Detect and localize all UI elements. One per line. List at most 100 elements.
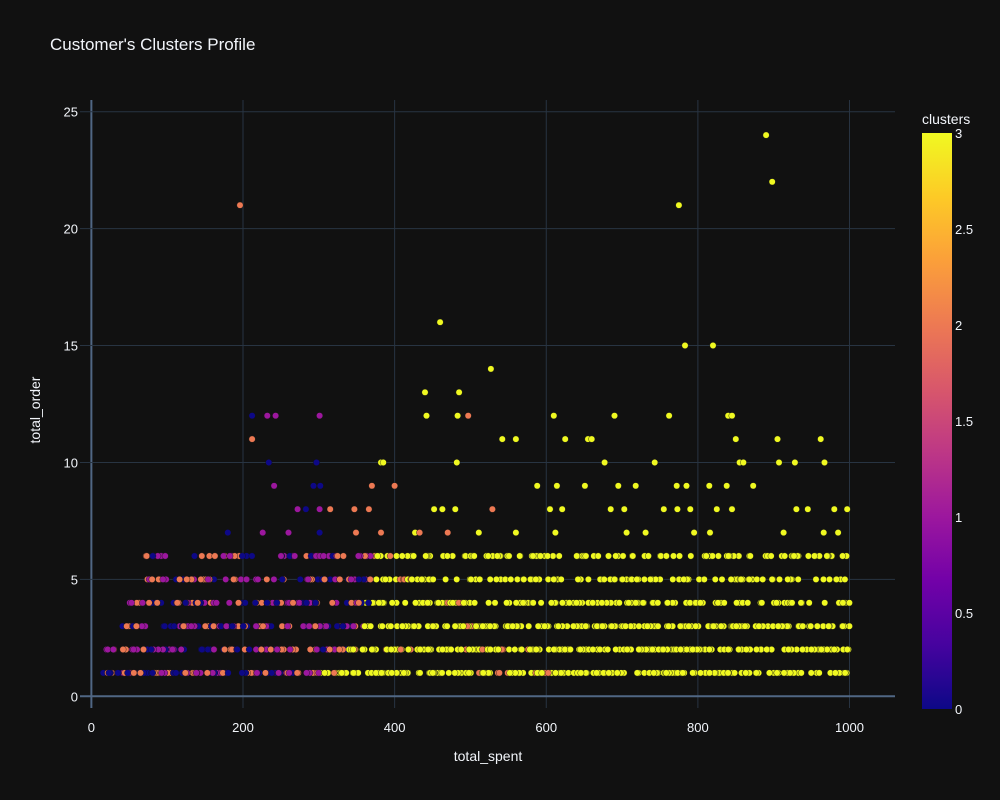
- scatter-point: [588, 435, 596, 443]
- scatter-point: [711, 576, 719, 583]
- scatter-point: [623, 646, 631, 653]
- scatter-point: [429, 669, 437, 677]
- scatter-point: [649, 646, 656, 653]
- scatter-point: [132, 622, 140, 630]
- scatter-point: [400, 669, 408, 677]
- scatter-point: [192, 669, 200, 677]
- scatter-point: [285, 669, 293, 677]
- scatter-point: [505, 646, 513, 653]
- scatter-point: [430, 505, 438, 513]
- scatter-point: [316, 529, 323, 536]
- scatter-point: [366, 576, 374, 583]
- scatter-point: [119, 646, 127, 653]
- scatter-point: [397, 646, 405, 653]
- scatter-point: [642, 529, 649, 536]
- scatter-point: [393, 552, 400, 560]
- scatter-point: [312, 599, 319, 607]
- scatter-point: [780, 669, 788, 677]
- scatter-point: [313, 459, 320, 466]
- scatter-point: [485, 599, 492, 607]
- scatter-point: [559, 599, 566, 607]
- scatter-point: [203, 669, 211, 677]
- scatter-point: [124, 669, 132, 677]
- scatter-point: [224, 669, 232, 677]
- scatter-point: [619, 552, 627, 560]
- scatter-point: [790, 552, 798, 560]
- scatter-point: [245, 646, 253, 653]
- scatter-point: [438, 669, 446, 677]
- scatter-point: [436, 318, 444, 326]
- x-tick-label: 1000: [835, 720, 864, 735]
- y-tick-label: 20: [64, 222, 78, 237]
- scatter-point: [350, 669, 357, 677]
- scatter-point: [459, 622, 467, 630]
- scatter-point: [387, 646, 395, 653]
- scatter-point: [161, 622, 169, 630]
- scatter-point: [608, 622, 616, 630]
- scatter-point: [109, 646, 117, 653]
- scatter-point: [799, 646, 806, 653]
- scatter-point: [285, 529, 292, 536]
- scatter-point: [541, 622, 548, 630]
- scatter-point: [615, 599, 623, 607]
- y-tick-label: 25: [64, 105, 78, 120]
- scatter-point: [228, 622, 236, 630]
- scatter-point: [139, 599, 147, 607]
- scatter-point: [846, 599, 853, 607]
- scatter-point: [826, 576, 833, 583]
- scatter-point: [321, 669, 328, 677]
- scatter-point: [443, 622, 451, 630]
- scatter-point: [442, 576, 449, 583]
- scatter-point: [660, 505, 668, 513]
- scatter-point: [273, 599, 281, 607]
- scatter-point: [198, 552, 206, 560]
- scatter-point: [644, 622, 651, 630]
- scatter-point: [581, 482, 589, 490]
- scatter-point: [159, 576, 167, 583]
- scatter-point: [464, 412, 472, 420]
- scatter-point: [561, 435, 569, 443]
- scatter-point: [804, 505, 812, 513]
- scatter-point: [669, 576, 677, 583]
- scatter-point: [585, 576, 592, 583]
- scatter-point: [248, 412, 256, 420]
- scatter-point: [599, 622, 606, 630]
- scatter-point: [418, 576, 426, 583]
- scatter-point: [773, 599, 780, 607]
- scatter-point: [525, 622, 533, 630]
- scatter-point: [732, 622, 740, 630]
- scatter-point: [731, 669, 738, 677]
- scatter-point: [516, 552, 524, 560]
- scatter-point: [352, 529, 360, 536]
- scatter-point: [766, 669, 773, 677]
- colorbar-tick-label: 3: [955, 126, 962, 141]
- scatter-point: [689, 646, 697, 653]
- scatter-point: [633, 576, 641, 583]
- scatter-point: [732, 435, 740, 443]
- scatter-point: [257, 646, 265, 653]
- scatter-point: [471, 599, 478, 607]
- scatter-point: [614, 482, 622, 490]
- scatter-point: [310, 482, 317, 490]
- scatter-point: [512, 435, 520, 443]
- scatter-point: [176, 576, 184, 583]
- scatter-point: [421, 388, 429, 396]
- scatter-point: [494, 646, 502, 653]
- scatter-point: [622, 622, 629, 630]
- scatter-point: [454, 412, 461, 420]
- scatter-point: [273, 646, 281, 653]
- x-axis-label: total_spent: [454, 748, 523, 764]
- scatter-point: [786, 669, 794, 677]
- scatter-point: [537, 552, 544, 560]
- scatter-point: [611, 412, 618, 420]
- scatter-point: [724, 669, 732, 677]
- scatter-point: [753, 646, 760, 653]
- scatter-point: [422, 552, 430, 560]
- scatter-point: [248, 435, 256, 443]
- scatter-point: [241, 599, 249, 607]
- scatter-point: [650, 669, 658, 677]
- scatter-point: [773, 669, 781, 677]
- scatter-point: [843, 505, 851, 513]
- scatter-point: [808, 646, 815, 653]
- scatter-point: [651, 459, 659, 466]
